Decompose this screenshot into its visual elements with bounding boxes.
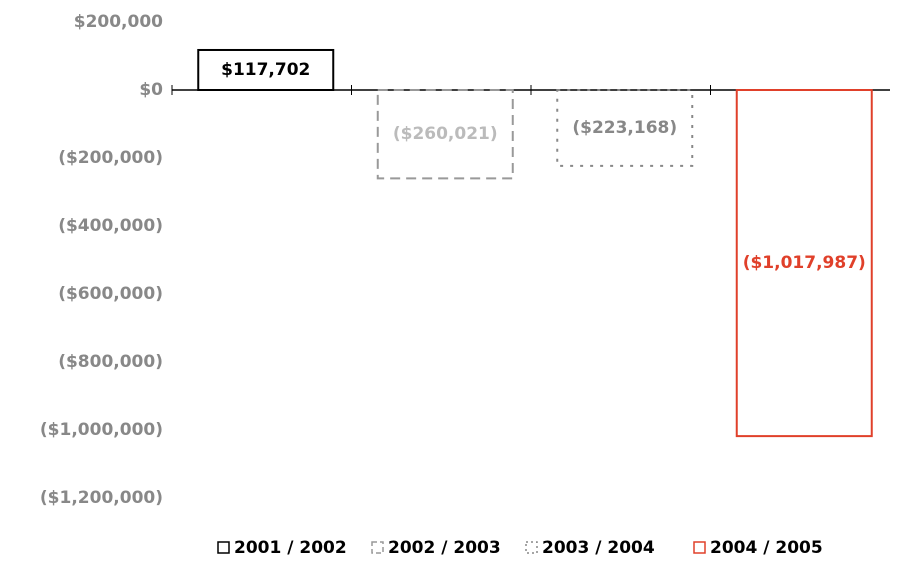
- y-tick-label: $200,000: [74, 12, 163, 32]
- y-tick-label: ($800,000): [58, 352, 163, 372]
- legend-label: 2003 / 2004: [542, 538, 655, 558]
- bar: [376, 89, 514, 180]
- legend-label: 2002 / 2003: [388, 538, 501, 558]
- legend-label: 2001 / 2002: [234, 538, 347, 558]
- y-tick-label: $0: [139, 80, 163, 100]
- legend-swatch: [371, 541, 384, 554]
- legend-swatch: [525, 541, 538, 554]
- y-tick-label: ($200,000): [58, 148, 163, 168]
- data-label: ($260,021): [393, 124, 498, 144]
- bar: [556, 89, 694, 167]
- y-tick-label: ($400,000): [58, 216, 163, 236]
- y-tick-label: ($600,000): [58, 284, 163, 304]
- legend-swatch: [693, 541, 706, 554]
- legend-label: 2004 / 2005: [710, 538, 823, 558]
- data-label: ($223,168): [572, 118, 677, 138]
- y-tick-label: ($1,000,000): [40, 420, 163, 440]
- data-label: $117,702: [221, 60, 310, 80]
- y-tick-label: ($1,200,000): [40, 488, 163, 508]
- bar: [735, 89, 873, 438]
- data-label: ($1,017,987): [743, 253, 866, 273]
- legend-swatch: [217, 541, 230, 554]
- bar: [197, 48, 335, 91]
